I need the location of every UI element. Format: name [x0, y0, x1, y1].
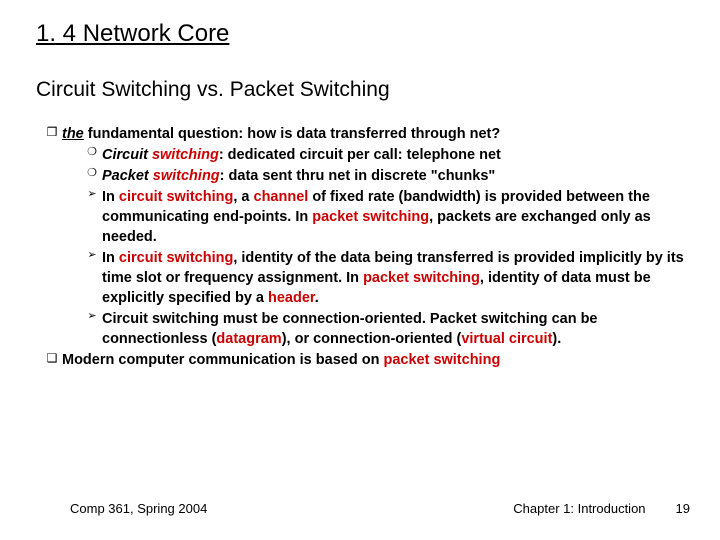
red-text: packet switching: [363, 270, 480, 286]
footer-right: Chapter 1: Introduction 19: [513, 501, 690, 516]
text-line: Packet switching: data sent thru net in …: [102, 166, 684, 186]
em-text: Packet: [102, 168, 153, 184]
bullet-modern: ❑ Modern computer communication is based…: [36, 350, 684, 370]
plain-text: ).: [552, 331, 561, 347]
red-text: packet switching: [383, 352, 500, 368]
text-line: In circuit switching, identity of the da…: [102, 248, 684, 308]
plain-text: : dedicated circuit per call: telephone …: [219, 147, 501, 163]
circle-icon: ❍: [82, 145, 102, 165]
footer-page: 19: [676, 501, 690, 516]
plain-text: : data sent thru net in discrete "chunks…: [220, 168, 496, 184]
slide-title: 1. 4 Network Core: [36, 20, 684, 48]
text-line: Circuit switching: dedicated circuit per…: [102, 145, 684, 165]
footer-chapter: Chapter 1: Introduction: [513, 501, 645, 516]
bullet-identity: ➢ In circuit switching, identity of the …: [36, 248, 684, 308]
plain-text: In: [102, 250, 119, 266]
circle-icon: ❍: [82, 166, 102, 186]
slide-footer: Comp 361, Spring 2004 Chapter 1: Introdu…: [0, 501, 720, 516]
square-open-icon: ❒: [36, 124, 62, 144]
plain-text: In: [102, 189, 119, 205]
em-red-text: switching: [153, 168, 220, 184]
text-line: the fundamental question: how is data tr…: [62, 124, 684, 144]
footer-left: Comp 361, Spring 2004: [70, 501, 207, 516]
red-text: packet switching: [312, 209, 429, 225]
square-closed-icon: ❑: [36, 350, 62, 370]
text-line: In circuit switching, a channel of fixed…: [102, 187, 684, 247]
arrow-icon: ➢: [82, 248, 102, 308]
bullet-question: ❒ the fundamental question: how is data …: [36, 124, 684, 144]
arrow-icon: ➢: [82, 187, 102, 247]
red-text: header: [268, 290, 315, 306]
red-text: datagram: [216, 331, 281, 347]
bullet-packet-def: ❍ Packet switching: data sent thru net i…: [36, 166, 684, 186]
em-red-text: switching: [152, 147, 219, 163]
red-text: circuit switching: [119, 189, 233, 205]
bullet-circuit-def: ❍ Circuit switching: dedicated circuit p…: [36, 145, 684, 165]
slide-content: ❒ the fundamental question: how is data …: [36, 124, 684, 370]
plain-text: ), or connection-oriented (: [282, 331, 462, 347]
red-text: channel: [254, 189, 309, 205]
slide-subtitle: Circuit Switching vs. Packet Switching: [36, 78, 684, 102]
red-text: virtual circuit: [461, 331, 552, 347]
plain-text: .: [315, 290, 319, 306]
em-text: Circuit: [102, 147, 152, 163]
text-line: Modern computer communication is based o…: [62, 350, 684, 370]
bullet-channel: ➢ In circuit switching, a channel of fix…: [36, 187, 684, 247]
slide-container: 1. 4 Network Core Circuit Switching vs. …: [0, 0, 720, 540]
bullet-connection: ➢ Circuit switching must be connection-o…: [36, 309, 684, 349]
red-text: circuit switching: [119, 250, 233, 266]
plain-text: , a: [233, 189, 253, 205]
text-line: Circuit switching must be connection-ori…: [102, 309, 684, 349]
plain-text: Modern computer communication is based o…: [62, 352, 383, 368]
arrow-icon: ➢: [82, 309, 102, 349]
plain-text: fundamental question: how is data transf…: [84, 126, 501, 142]
em-text: the: [62, 126, 84, 142]
